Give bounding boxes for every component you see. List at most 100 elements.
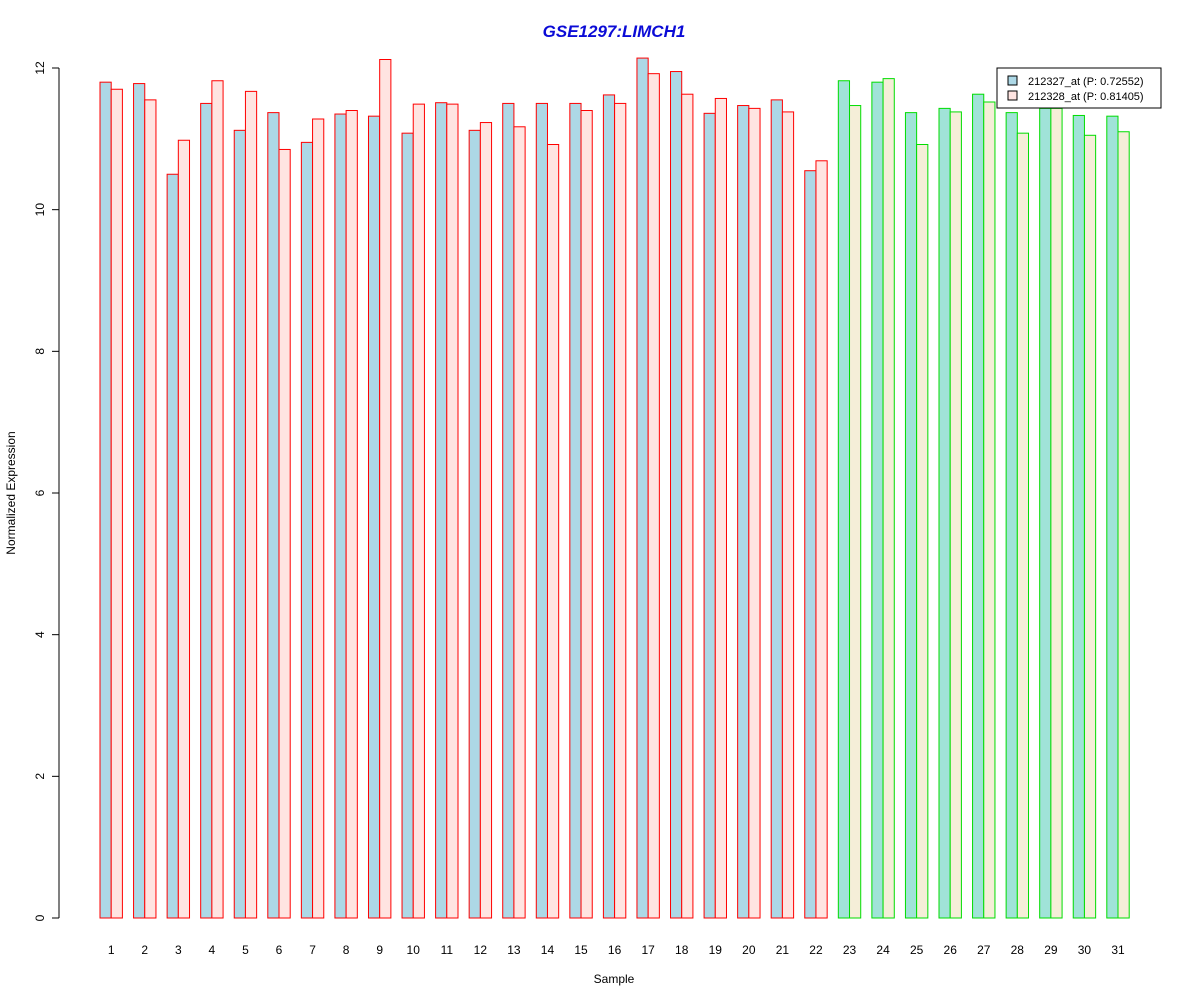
bar-series-2-sample-19 <box>714 97 727 919</box>
y-tick-label: 12 <box>33 61 47 75</box>
bar-series-2-sample-9 <box>379 59 392 919</box>
bar-series-2-sample-26 <box>949 111 962 919</box>
x-tick-label: 19 <box>709 943 723 957</box>
bar-series-1-sample-12 <box>468 129 481 919</box>
x-tick-label: 6 <box>276 943 283 957</box>
x-tick-label: 24 <box>876 943 890 957</box>
y-axis-label: Normalized Expression <box>4 431 18 554</box>
bar-series-2-sample-27 <box>983 101 996 919</box>
x-tick-label: 12 <box>474 943 488 957</box>
bar-series-2-sample-28 <box>1016 132 1030 919</box>
bar-series-2-sample-23 <box>849 105 862 919</box>
bar-series-1-sample-27 <box>972 93 985 919</box>
bar-series-2-sample-8 <box>345 110 358 919</box>
bar-series-2-sample-25 <box>916 144 929 919</box>
bar-series-1-sample-15 <box>569 102 582 919</box>
bar-series-2-sample-20 <box>748 107 761 919</box>
x-tick-label: 16 <box>608 943 622 957</box>
legend-box <box>996 67 1162 109</box>
bar-series-1-sample-30 <box>1072 114 1085 919</box>
bar-series-1-sample-18 <box>670 71 683 919</box>
bar-series-1-sample-4 <box>200 102 213 919</box>
x-tick-labels: 1 2 3 4 5 6 7 8 9 10 11 12 13 14 15 16 17 18 19 20 21 22 23 24 2… <box>108 943 1125 957</box>
bar-series-2-sample-5 <box>244 90 258 919</box>
x-tick-label: 9 <box>376 943 383 957</box>
x-tick-label: 26 <box>944 943 958 957</box>
bar-series-2-sample-16 <box>614 102 627 919</box>
bar-series-2-sample-10 <box>412 103 425 919</box>
x-tick-label: 17 <box>641 943 655 957</box>
bar-series-1-sample-26 <box>938 107 951 919</box>
bar-series-1-sample-23 <box>837 80 851 919</box>
x-tick-label: 29 <box>1044 943 1058 957</box>
x-tick-label: 31 <box>1111 943 1125 957</box>
bar-series-1-sample-21 <box>770 99 783 919</box>
legend-swatch-series-1 <box>1007 75 1018 86</box>
bar-series-1-sample-19 <box>703 112 716 919</box>
bar-series-1-sample-13 <box>502 102 515 919</box>
legend: 212327_at (P: 0.72552) 212328_at (P: 0.8… <box>996 67 1162 109</box>
bar-series-1-sample-2 <box>133 83 146 919</box>
bar-series-2-sample-4 <box>211 80 224 919</box>
x-tick-label: 28 <box>1011 943 1025 957</box>
bar-series-2-sample-17 <box>647 73 660 919</box>
bar-series-2-sample-30 <box>1083 134 1097 919</box>
bars-group <box>99 57 1130 919</box>
bar-series-1-sample-25 <box>904 112 918 919</box>
bar-series-1-sample-22 <box>804 170 817 919</box>
x-tick-label: 3 <box>175 943 182 957</box>
x-tick-label: 1 <box>108 943 115 957</box>
y-tick-label: 4 <box>33 631 47 638</box>
x-tick-label: 13 <box>507 943 521 957</box>
x-tick-label: 5 <box>242 943 249 957</box>
bar-series-2-sample-24 <box>882 78 895 919</box>
bar-series-2-sample-29 <box>1050 107 1063 919</box>
x-tick-label: 20 <box>742 943 756 957</box>
x-tick-label: 14 <box>541 943 555 957</box>
legend-label-series-1: 212327_at (P: 0.72552) <box>1028 76 1144 88</box>
bar-series-1-sample-9 <box>367 115 381 919</box>
chart-title: GSE1297:LIMCH1 <box>543 22 686 41</box>
bar-series-1-sample-20 <box>737 105 750 919</box>
x-tick-label: 4 <box>209 943 216 957</box>
bar-series-1-sample-11 <box>435 102 448 919</box>
x-tick-label: 10 <box>407 943 421 957</box>
bar-series-1-sample-14 <box>535 102 548 919</box>
bar-series-2-sample-12 <box>479 122 493 919</box>
y-axis: 0 2 4 6 8 10 12 <box>33 61 60 921</box>
bar-series-1-sample-1 <box>99 81 112 919</box>
bar-series-1-sample-3 <box>166 173 179 919</box>
x-tick-label: 15 <box>574 943 588 957</box>
bar-series-2-sample-21 <box>781 111 795 919</box>
x-tick-label: 30 <box>1078 943 1092 957</box>
bar-series-1-sample-8 <box>334 113 347 919</box>
x-tick-label: 27 <box>977 943 991 957</box>
x-tick-label: 7 <box>309 943 316 957</box>
y-tick-label: 0 <box>33 914 47 921</box>
bar-series-2-sample-22 <box>815 160 828 919</box>
bar-series-2-sample-14 <box>546 144 560 919</box>
x-tick-label: 2 <box>141 943 148 957</box>
bar-series-2-sample-1 <box>110 88 123 919</box>
x-axis-label: Sample <box>594 972 635 986</box>
bar-series-1-sample-6 <box>267 112 280 919</box>
bar-series-2-sample-31 <box>1117 131 1130 919</box>
x-tick-label: 23 <box>843 943 857 957</box>
legend-swatch-series-2 <box>1007 90 1018 101</box>
x-tick-label: 25 <box>910 943 924 957</box>
bar-series-1-sample-24 <box>871 81 884 919</box>
y-tick-label: 10 <box>33 203 47 217</box>
bar-series-1-sample-5 <box>233 129 246 919</box>
bar-series-2-sample-3 <box>177 139 191 919</box>
y-tick-label: 6 <box>33 489 47 496</box>
x-tick-label: 18 <box>675 943 689 957</box>
bar-series-1-sample-29 <box>1039 107 1052 919</box>
y-tick-label: 2 <box>33 773 47 780</box>
x-tick-label: 11 <box>441 943 454 957</box>
bar-series-1-sample-31 <box>1106 115 1119 919</box>
x-tick-label: 8 <box>343 943 350 957</box>
bar-series-1-sample-17 <box>636 57 649 919</box>
bar-series-2-sample-6 <box>278 148 291 919</box>
bar-series-2-sample-13 <box>513 126 526 919</box>
